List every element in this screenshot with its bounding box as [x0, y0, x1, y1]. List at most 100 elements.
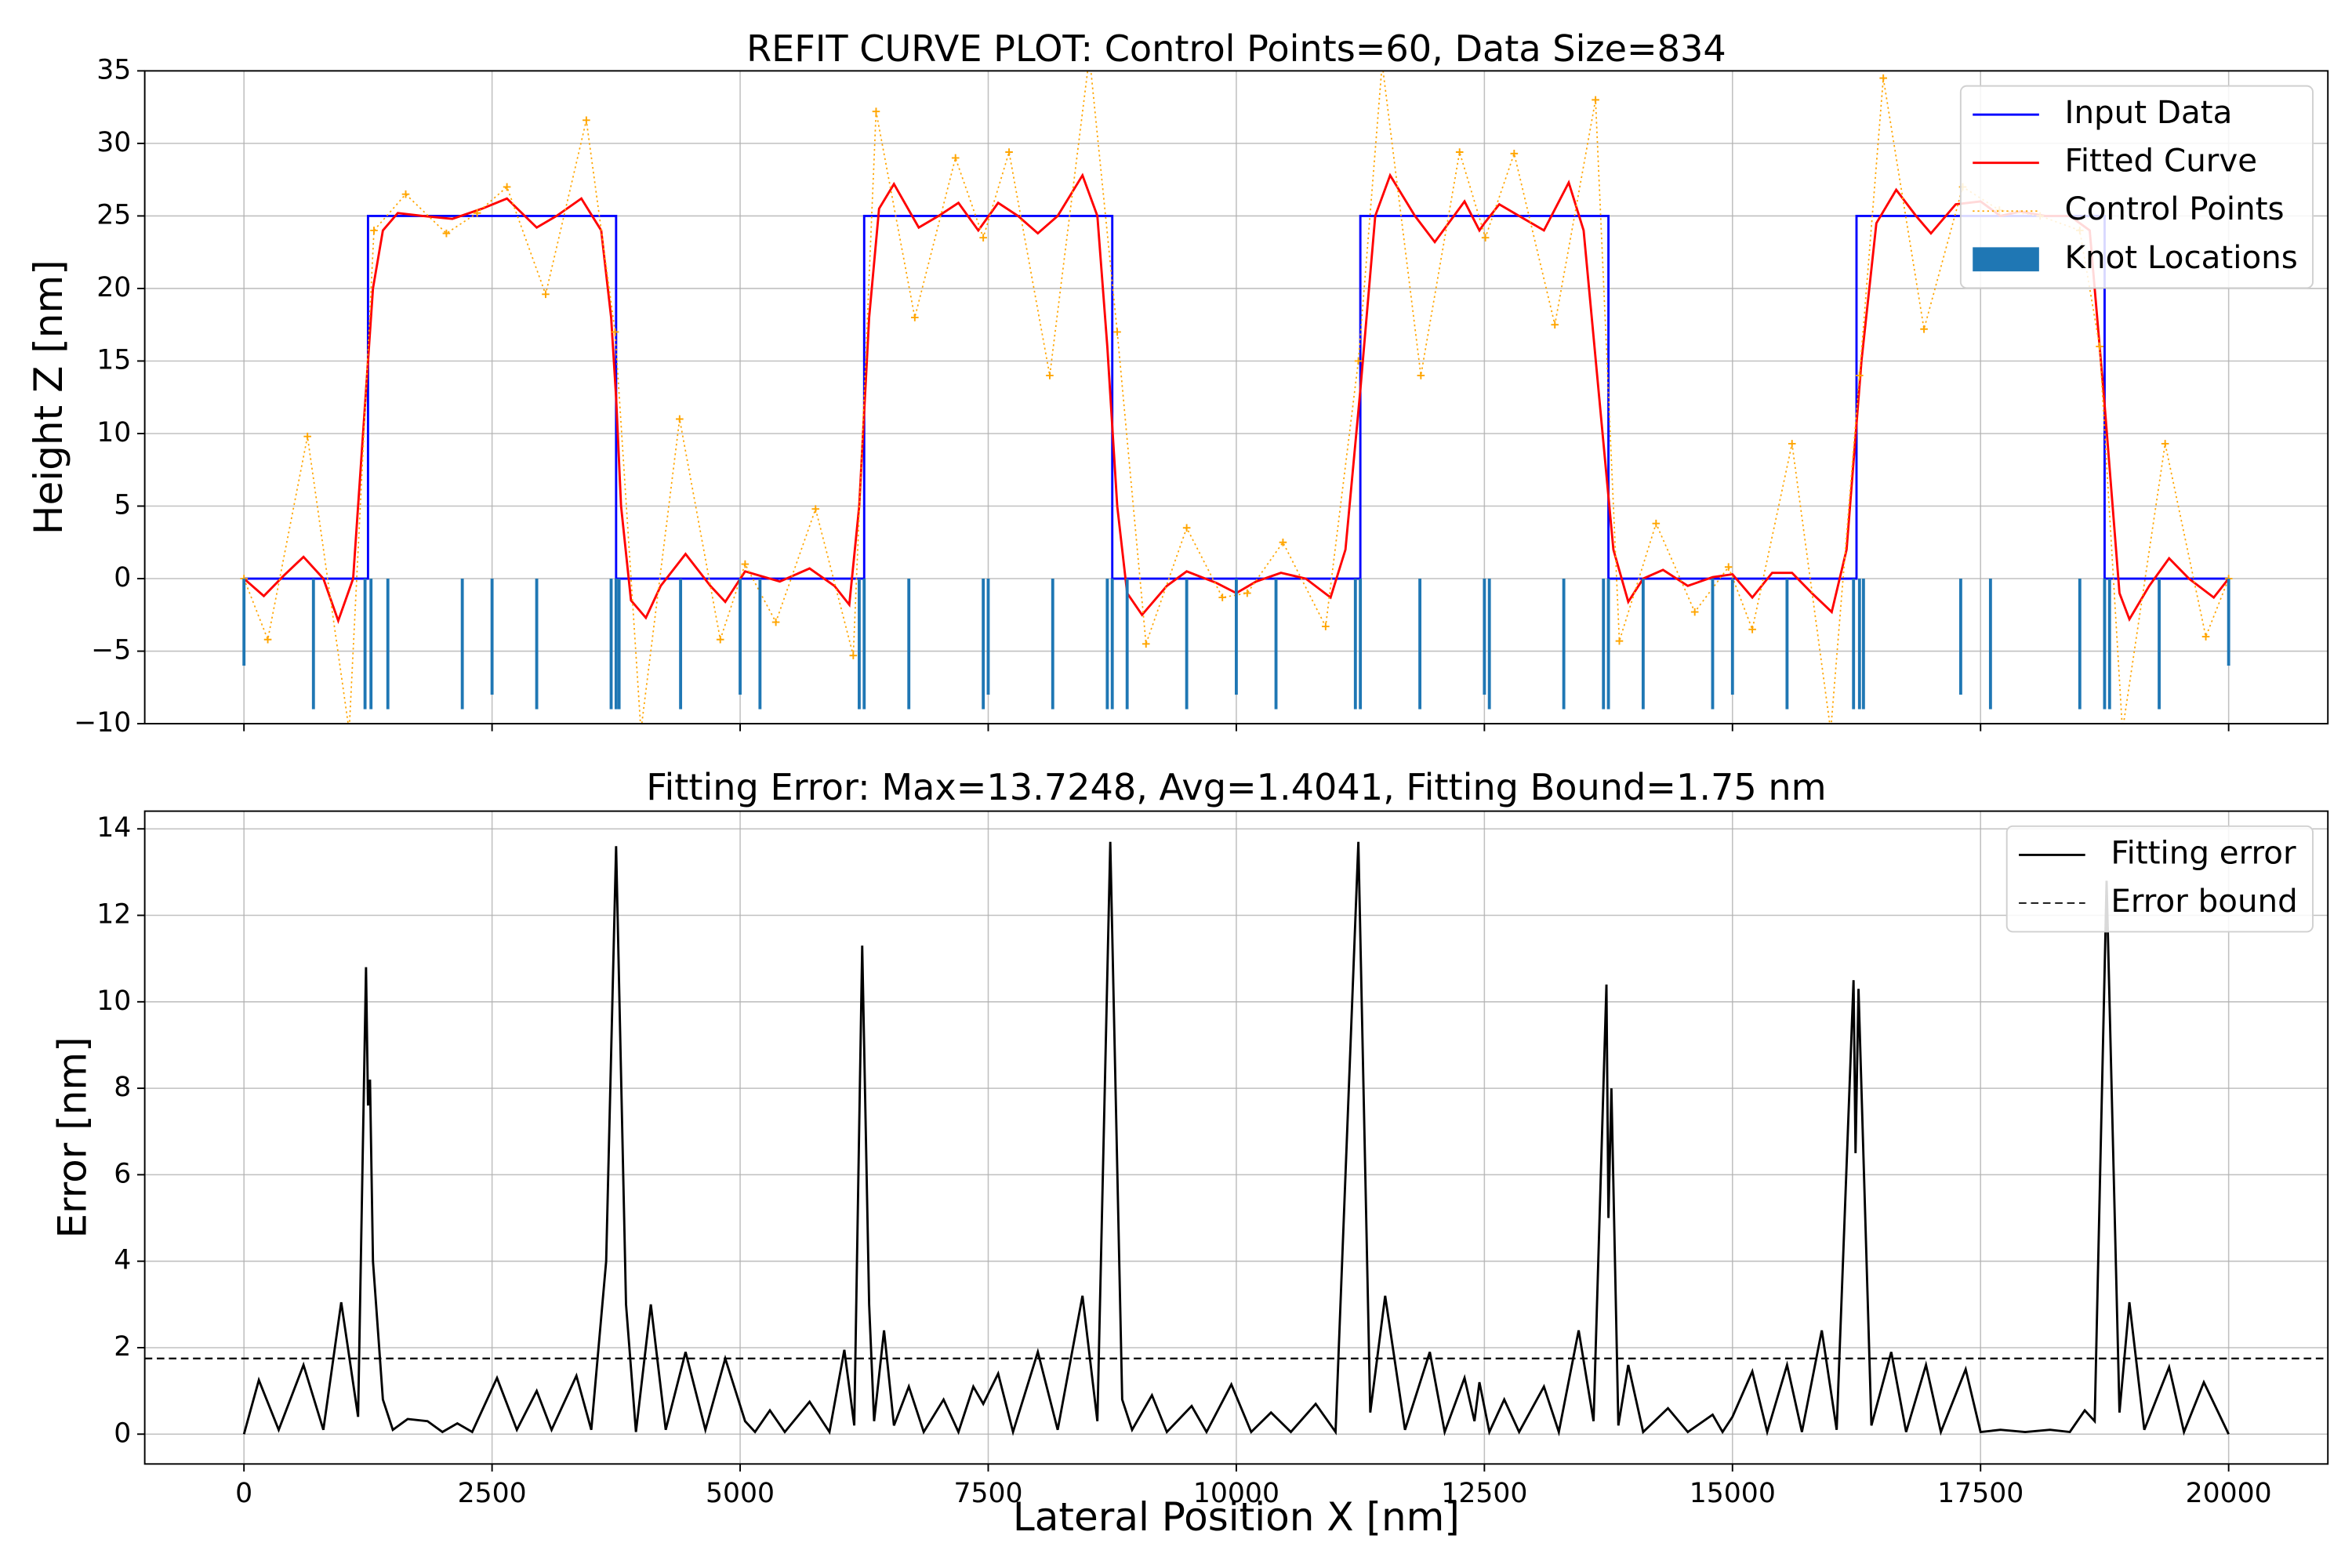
data-marker: [1243, 589, 1251, 597]
y-tick-label: 25: [96, 199, 131, 230]
knot-bar: [858, 579, 861, 710]
knot-bar: [617, 579, 621, 710]
knot-bar: [2227, 579, 2230, 666]
data-marker: [1748, 625, 1756, 633]
y-tick-label: 20: [96, 272, 131, 303]
knot-bar: [1487, 579, 1491, 710]
data-marker: [2161, 440, 2169, 448]
data-marker: [1592, 96, 1599, 104]
knot-bar: [982, 579, 985, 710]
data-marker: [911, 314, 919, 321]
data-marker: [1510, 150, 1519, 158]
x-tick-label: 17500: [1937, 1478, 2024, 1509]
y-tick-label: 15: [96, 344, 131, 376]
knot-bar: [1988, 579, 1992, 710]
knot-bar: [1051, 579, 1054, 710]
data-marker: [263, 635, 272, 644]
data-marker: [1354, 357, 1363, 365]
legend-box: [2005, 825, 2314, 933]
knot-bar: [1562, 579, 1566, 710]
data-marker: [979, 234, 987, 241]
data-marker: [442, 229, 451, 238]
data-marker: [583, 116, 590, 125]
data-marker: [542, 290, 550, 299]
data-marker: [1417, 372, 1425, 379]
knot-bar: [535, 579, 539, 710]
legend-label: Fitting error: [2111, 834, 2296, 871]
knot-bar: [614, 579, 618, 710]
y-tick-label: 14: [96, 812, 131, 844]
y-tick-label: −10: [74, 707, 131, 739]
data-marker: [1481, 234, 1490, 241]
y-tick-label: 6: [114, 1158, 131, 1189]
knot-bar: [1641, 579, 1645, 710]
data-marker: [1788, 440, 1796, 448]
data-marker: [1856, 372, 1864, 379]
knot-bar: [490, 579, 494, 695]
knot-bar: [862, 579, 866, 710]
data-line: [243, 172, 2230, 625]
knot-bar: [1418, 579, 1422, 710]
data-marker: [811, 505, 820, 514]
data-marker: [1615, 637, 1624, 645]
data-marker: [1652, 519, 1661, 528]
knot-bar: [1958, 579, 1962, 695]
legend-label: Control Points: [2065, 191, 2285, 227]
data-marker: [676, 415, 684, 423]
data-marker: [370, 227, 378, 234]
axes-frame: [143, 810, 2329, 1465]
data-marker: [872, 107, 880, 116]
axes: −10 −5 0 5 10 15 20 25 30 35 REFIT CURVE PLOT: Con…: [26, 27, 2329, 739]
data-marker: [401, 190, 410, 198]
knot-bar: [1606, 579, 1610, 710]
y-tick-label: 10: [96, 985, 131, 1017]
legend-label: Error bound: [2111, 883, 2297, 920]
knot-bar: [1785, 579, 1789, 710]
knot-bar: [1353, 579, 1357, 710]
legend: Input Data Fitted Curve Control Points Knot…: [1959, 85, 2314, 289]
y-tick-label: 4: [114, 1245, 131, 1276]
x-axis-label: Lateral Position X [nm]: [1013, 1494, 1460, 1540]
data-marker: [2201, 633, 2210, 641]
chart-title: Fitting Error: Max=13.7248, Avg=1.4041, …: [646, 766, 1826, 808]
x-tick-label: 12500: [1441, 1478, 1527, 1509]
data-marker: [716, 635, 724, 644]
y-tick-label: 8: [114, 1072, 131, 1103]
legend-swatch: [1973, 247, 2039, 272]
legend-label: Knot Locations: [2065, 239, 2298, 276]
legend-label: Input Data: [2065, 94, 2233, 131]
y-tick-label: −5: [91, 635, 131, 666]
data-marker: [1455, 148, 1464, 156]
data-marker: [1920, 325, 1928, 333]
knot-bar: [1852, 579, 1856, 710]
data-marker: [1046, 372, 1054, 379]
y-tick-label: 2: [114, 1331, 131, 1363]
data-marker: [473, 209, 481, 217]
x-tick-label: 20000: [2186, 1478, 2272, 1509]
knot-bar: [1235, 579, 1238, 695]
plot-area: [240, 71, 2233, 724]
data-marker: [503, 183, 511, 191]
knot-bar: [1711, 579, 1715, 710]
knot-bar: [311, 579, 315, 710]
data-marker: [1113, 328, 1121, 336]
data-marker: [1005, 148, 1013, 156]
knot-bar: [369, 579, 373, 710]
y-tick-label: 12: [96, 899, 131, 931]
data-marker: [1724, 563, 1733, 572]
data-marker: [1142, 640, 1150, 648]
data-marker: [1279, 538, 1287, 546]
data-marker: [771, 618, 780, 626]
y-axis-label: Error [nm]: [50, 1036, 96, 1238]
x-tick-label: 10000: [1193, 1478, 1279, 1509]
data-marker: [303, 432, 312, 441]
knot-bar: [242, 579, 246, 666]
knot-bar: [679, 579, 683, 710]
y-tick-label: 10: [96, 417, 131, 448]
knot-bar: [1125, 579, 1129, 710]
axes-frame: [143, 70, 2329, 725]
data-marker: [1322, 622, 1330, 630]
knot-bar: [386, 579, 390, 710]
